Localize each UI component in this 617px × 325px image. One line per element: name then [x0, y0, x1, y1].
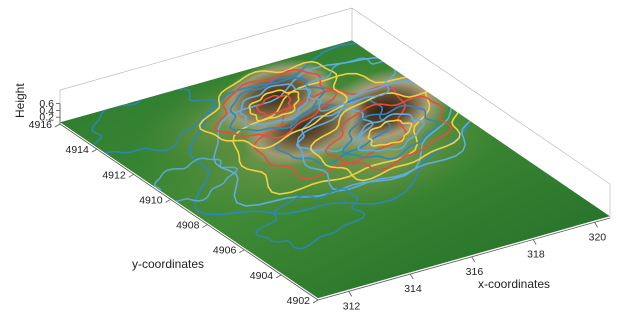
x-tick-label: 318	[527, 249, 545, 261]
y-tick-label: 4904	[250, 270, 274, 282]
x-tick-label: 320	[589, 231, 607, 243]
y-tick-mark	[239, 249, 245, 254]
y-axis-title: y-coordinates	[132, 257, 204, 271]
y-tick-mark	[312, 299, 319, 304]
contour-line	[255, 187, 366, 250]
axes-box	[59, 7, 611, 218]
y-tick-mark	[275, 274, 282, 279]
contour-line	[357, 113, 426, 152]
y-tick-label: 4914	[65, 144, 89, 156]
contour-line	[229, 76, 326, 132]
x-tick-label: 312	[343, 300, 361, 312]
y-tick-mark	[202, 224, 208, 228]
x-tick-mark	[532, 239, 537, 245]
z-axis-title: Height	[13, 83, 27, 118]
y-tick-label: 4912	[102, 169, 126, 181]
y-tick-mark	[91, 148, 98, 153]
x-tick-mark	[471, 256, 476, 263]
contour-line	[367, 119, 413, 147]
z-tick-label: 0.2	[39, 112, 54, 124]
contour-line	[214, 68, 338, 139]
contour-line	[239, 83, 312, 127]
contour-line	[304, 57, 398, 112]
z-tick-label: 0.4	[39, 105, 54, 117]
x-tick-mark	[409, 273, 414, 280]
x-axis-line	[317, 217, 611, 301]
contour-line	[324, 95, 452, 171]
y-tick-mark	[128, 173, 134, 178]
x-axis-title: x-coordinates	[478, 277, 550, 291]
z-tick-label: 0.6	[39, 98, 54, 110]
contour-line	[255, 94, 292, 117]
x-tick-mark	[594, 222, 598, 228]
axes: 312 314 316 318 320 4902 4904 4906 4908 4910 4912 4…	[29, 98, 611, 312]
y-axis-line	[59, 123, 319, 301]
y-tick-label: 4916	[29, 119, 53, 131]
x-tick-label: 314	[404, 283, 422, 295]
contour-line	[341, 104, 439, 160]
x-tick-mark	[348, 291, 353, 297]
contour-line	[275, 96, 391, 166]
y-tick-mark	[54, 123, 61, 128]
y-tick-label: 4902	[287, 295, 311, 307]
contour-line	[232, 72, 431, 195]
y-tick-mark	[165, 199, 171, 203]
x-tick-label: 316	[466, 266, 484, 278]
contour-line	[310, 88, 461, 182]
contour-line	[198, 60, 348, 150]
contour-line	[248, 89, 300, 122]
y-tick-label: 4910	[139, 194, 163, 206]
y-tick-label: 4908	[176, 220, 200, 232]
y-tick-label: 4906	[213, 245, 237, 257]
